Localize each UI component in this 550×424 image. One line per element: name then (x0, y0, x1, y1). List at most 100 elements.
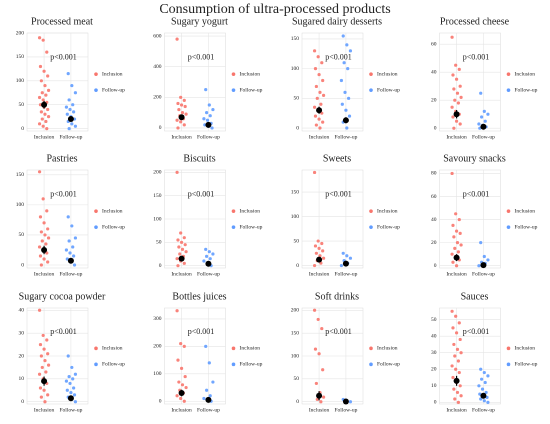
data-point (46, 88, 51, 92)
legend-swatch (231, 72, 236, 76)
data-point (341, 251, 345, 255)
panel-title: Sauces (461, 291, 489, 302)
data-point (317, 72, 321, 77)
legend-swatch (231, 88, 236, 92)
data-point (312, 105, 317, 109)
x-tick-label: Inclusion (309, 407, 330, 413)
x-tick-label: Follow-up (59, 407, 82, 413)
data-point (482, 399, 486, 403)
plot-area (439, 169, 501, 269)
plot-area (164, 32, 226, 132)
data-point (451, 260, 455, 264)
data-point (202, 259, 206, 263)
p-value: p<0.001 (188, 327, 215, 336)
data-point (67, 98, 71, 102)
y-tick-label: 150 (16, 54, 25, 60)
data-point (37, 122, 42, 126)
panel-title: Sugary cocoa powder (19, 291, 106, 302)
legend-swatch (369, 362, 373, 367)
legend-label: Inclusion (515, 208, 536, 214)
data-point (479, 241, 483, 245)
data-point (316, 317, 320, 322)
data-point (459, 394, 463, 398)
data-point (320, 61, 324, 65)
data-point (179, 342, 183, 346)
x-tick-label: Follow-up (59, 271, 82, 277)
data-point (66, 354, 70, 358)
y-tick-label: 150 (153, 193, 162, 199)
data-point (451, 73, 455, 77)
data-point (40, 365, 44, 370)
data-point (71, 377, 75, 381)
legend-swatch (369, 209, 373, 213)
data-point (179, 103, 184, 107)
data-point (38, 215, 43, 219)
data-point (179, 95, 183, 99)
y-tick-label: 10 (431, 383, 437, 389)
y-tick-label: 0 (434, 400, 437, 406)
data-point (317, 117, 321, 121)
data-point (458, 122, 462, 126)
data-point (44, 119, 48, 124)
data-point (452, 126, 456, 130)
legend-swatch (94, 209, 98, 213)
legend-label: Inclusion (102, 71, 123, 77)
plot-area (164, 307, 226, 405)
data-point (321, 93, 326, 97)
x-tick-label: Inclusion (171, 271, 192, 277)
data-point (486, 400, 490, 404)
legend-swatch (506, 209, 511, 213)
data-point (202, 117, 206, 121)
p-value: p<0.001 (325, 52, 352, 61)
data-point (70, 83, 74, 88)
legend-swatch (369, 346, 373, 351)
y-tick-label: 0 (296, 125, 299, 131)
y-tick-label: 0 (21, 262, 24, 268)
data-point (41, 333, 45, 338)
data-point (451, 375, 455, 380)
legend-label: Follow-up (377, 362, 400, 368)
p-value: p<0.001 (50, 52, 77, 61)
data-point (180, 383, 185, 387)
data-point (347, 114, 352, 118)
plot-area (26, 32, 89, 132)
legend-swatch (506, 225, 511, 229)
data-point (477, 384, 481, 388)
data-point (486, 258, 490, 262)
data-point (484, 390, 488, 395)
y-tick-label: 400 (153, 64, 162, 70)
x-tick-label: Inclusion (309, 134, 330, 140)
data-point (182, 261, 186, 265)
data-point (453, 246, 457, 250)
legend-label: Inclusion (377, 71, 398, 77)
data-point (46, 236, 51, 240)
data-point (43, 112, 47, 116)
data-point (312, 263, 317, 268)
data-point (458, 384, 462, 388)
plot-area (301, 169, 364, 269)
mean-point (178, 114, 185, 121)
x-tick-label: Inclusion (34, 407, 55, 413)
y-tick-label: 100 (291, 66, 300, 72)
data-point (458, 231, 462, 236)
mean-point (342, 398, 349, 405)
data-point (450, 35, 454, 39)
data-point (183, 243, 187, 247)
data-point (321, 395, 326, 399)
y-tick-label: 50 (294, 376, 300, 382)
mean-point (67, 116, 74, 123)
data-point (177, 107, 181, 112)
y-tick-label: 100 (291, 214, 300, 220)
figure-title: Consumption of ultra-processed products (159, 2, 390, 17)
x-tick-label: Inclusion (34, 271, 55, 277)
mean-point (178, 390, 185, 397)
data-point (454, 264, 459, 268)
y-tick-label: 50 (294, 96, 300, 102)
data-point (73, 372, 78, 376)
data-point (71, 245, 75, 249)
data-point (208, 114, 212, 118)
data-point (40, 239, 44, 243)
data-point (45, 338, 49, 342)
data-point (64, 248, 69, 252)
y-tick-label: 200 (153, 344, 162, 350)
